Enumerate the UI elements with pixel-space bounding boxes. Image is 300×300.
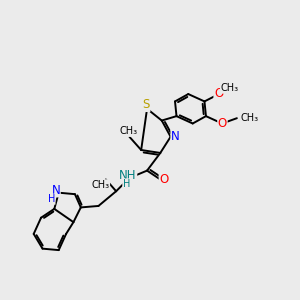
Text: CH₃: CH₃ [240,113,259,123]
Text: CH₃: CH₃ [92,180,110,190]
Text: NH: NH [119,169,137,182]
Text: H: H [48,194,55,204]
Text: N: N [171,130,180,143]
Text: CH₃: CH₃ [220,83,238,93]
Text: H: H [123,179,130,189]
Text: O: O [214,87,223,100]
Text: N: N [51,184,60,197]
Text: O: O [218,117,227,130]
Text: O: O [159,173,169,186]
Text: CH₃: CH₃ [120,126,138,136]
Text: S: S [142,98,150,111]
